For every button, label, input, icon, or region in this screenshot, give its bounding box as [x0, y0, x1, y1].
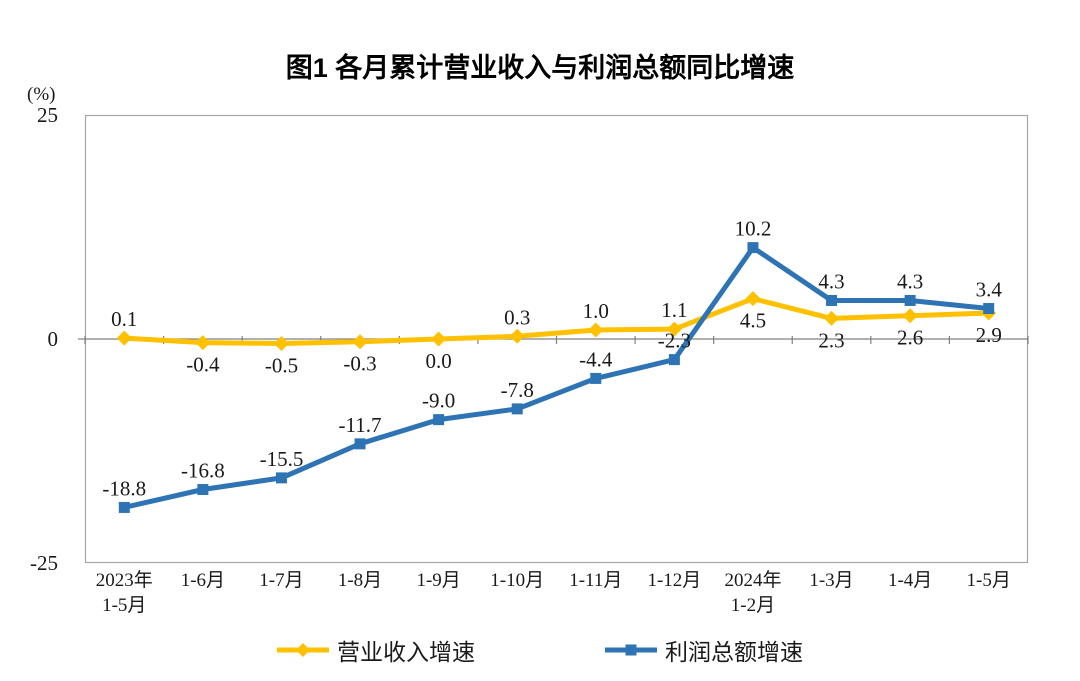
legend-label: 营业收入增速	[337, 640, 475, 665]
data-point-marker	[904, 294, 916, 306]
data-point-marker	[509, 328, 525, 344]
data-point-marker	[352, 334, 368, 350]
chart-legend: 营业收入增速 利润总额增速	[0, 633, 1080, 667]
data-label: -4.4	[579, 347, 613, 371]
legend-item: 营业收入增速	[277, 633, 475, 667]
data-point-marker	[118, 501, 130, 513]
x-axis-label: 1-9月	[416, 570, 461, 591]
data-label: 0.1	[111, 307, 137, 331]
data-label: -16.8	[181, 459, 225, 483]
x-axis-label: 1-7月	[259, 570, 304, 591]
data-label: -0.3	[343, 352, 376, 376]
data-point-marker	[666, 321, 682, 337]
data-point-marker	[745, 291, 761, 307]
legend-diamond-marker-icon	[277, 643, 329, 657]
legend-square-marker-icon	[605, 644, 657, 656]
chart-title: 图1 各月累计营业收入与利润总额同比增速	[285, 53, 795, 83]
data-point-marker	[902, 308, 918, 324]
x-axis-label: 2023年 1-5月	[95, 570, 153, 616]
x-axis-label: 1-8月	[337, 570, 383, 591]
data-label: 1.0	[583, 299, 609, 323]
y-axis-tick-label: -25	[30, 551, 58, 575]
data-label: 10.2	[735, 217, 772, 241]
data-label: -2.3	[658, 329, 691, 353]
data-point-marker	[354, 438, 366, 450]
y-axis-tick-label: 0	[47, 327, 59, 351]
x-axis-label: 1-10月	[490, 570, 545, 591]
data-label: 0.3	[504, 305, 530, 329]
legend-label: 利润总额增速	[665, 640, 803, 665]
data-label: 1.1	[661, 298, 687, 322]
data-point-marker	[588, 322, 604, 338]
data-label: -0.5	[265, 353, 298, 377]
data-label: 2.6	[897, 326, 923, 350]
x-axis-label: 1-5月	[966, 570, 1011, 591]
data-point-marker	[431, 331, 447, 347]
legend-item: 利润总额增速	[605, 633, 803, 667]
data-label: -0.4	[186, 353, 220, 377]
data-label: 4.5	[740, 309, 766, 333]
data-label: 3.4	[976, 278, 1003, 302]
x-axis-label: 2024年 1-2月	[724, 570, 782, 616]
x-axis-label: 1-4月	[887, 570, 933, 591]
data-label: 4.3	[897, 269, 923, 293]
series-line-1	[121, 245, 992, 510]
data-label: 2.3	[818, 328, 844, 352]
data-label: -9.0	[422, 389, 455, 413]
x-axis-label: 1-6月	[180, 570, 226, 591]
data-point-marker	[433, 414, 445, 426]
x-axis-label: 1-12月	[647, 570, 702, 591]
data-point-marker	[824, 310, 840, 326]
plot-area: 0.1 -0.4 -0.5 -0.3 0.0 0.3 1.0 1.1 4.5 2.3 2.6 2.9 -…	[78, 114, 1029, 564]
x-axis-label: 1-11月	[569, 570, 623, 591]
x-axis-label: 1-3月	[809, 570, 854, 591]
series-line-0	[121, 296, 992, 346]
data-point-marker	[116, 330, 132, 346]
data-point-marker	[826, 294, 838, 306]
data-point-marker	[668, 354, 680, 366]
data-point-marker	[197, 484, 209, 496]
y-axis-unit-label: (%)	[27, 84, 56, 105]
data-label: 2.9	[976, 323, 1002, 347]
data-label: -11.7	[339, 413, 382, 437]
data-point-marker	[747, 242, 759, 254]
data-point-marker	[983, 303, 995, 315]
data-label: -7.8	[501, 378, 534, 402]
data-point-marker	[195, 335, 211, 351]
data-label: 0.0	[426, 349, 452, 373]
data-label: -18.8	[102, 476, 146, 500]
data-point-marker	[590, 372, 602, 384]
data-point-marker	[273, 335, 289, 351]
data-label: -15.5	[260, 447, 304, 471]
y-axis-tick-label: 25	[37, 103, 58, 127]
data-point-marker	[275, 472, 287, 484]
data-point-marker	[511, 403, 523, 415]
data-label: 4.3	[818, 269, 844, 293]
